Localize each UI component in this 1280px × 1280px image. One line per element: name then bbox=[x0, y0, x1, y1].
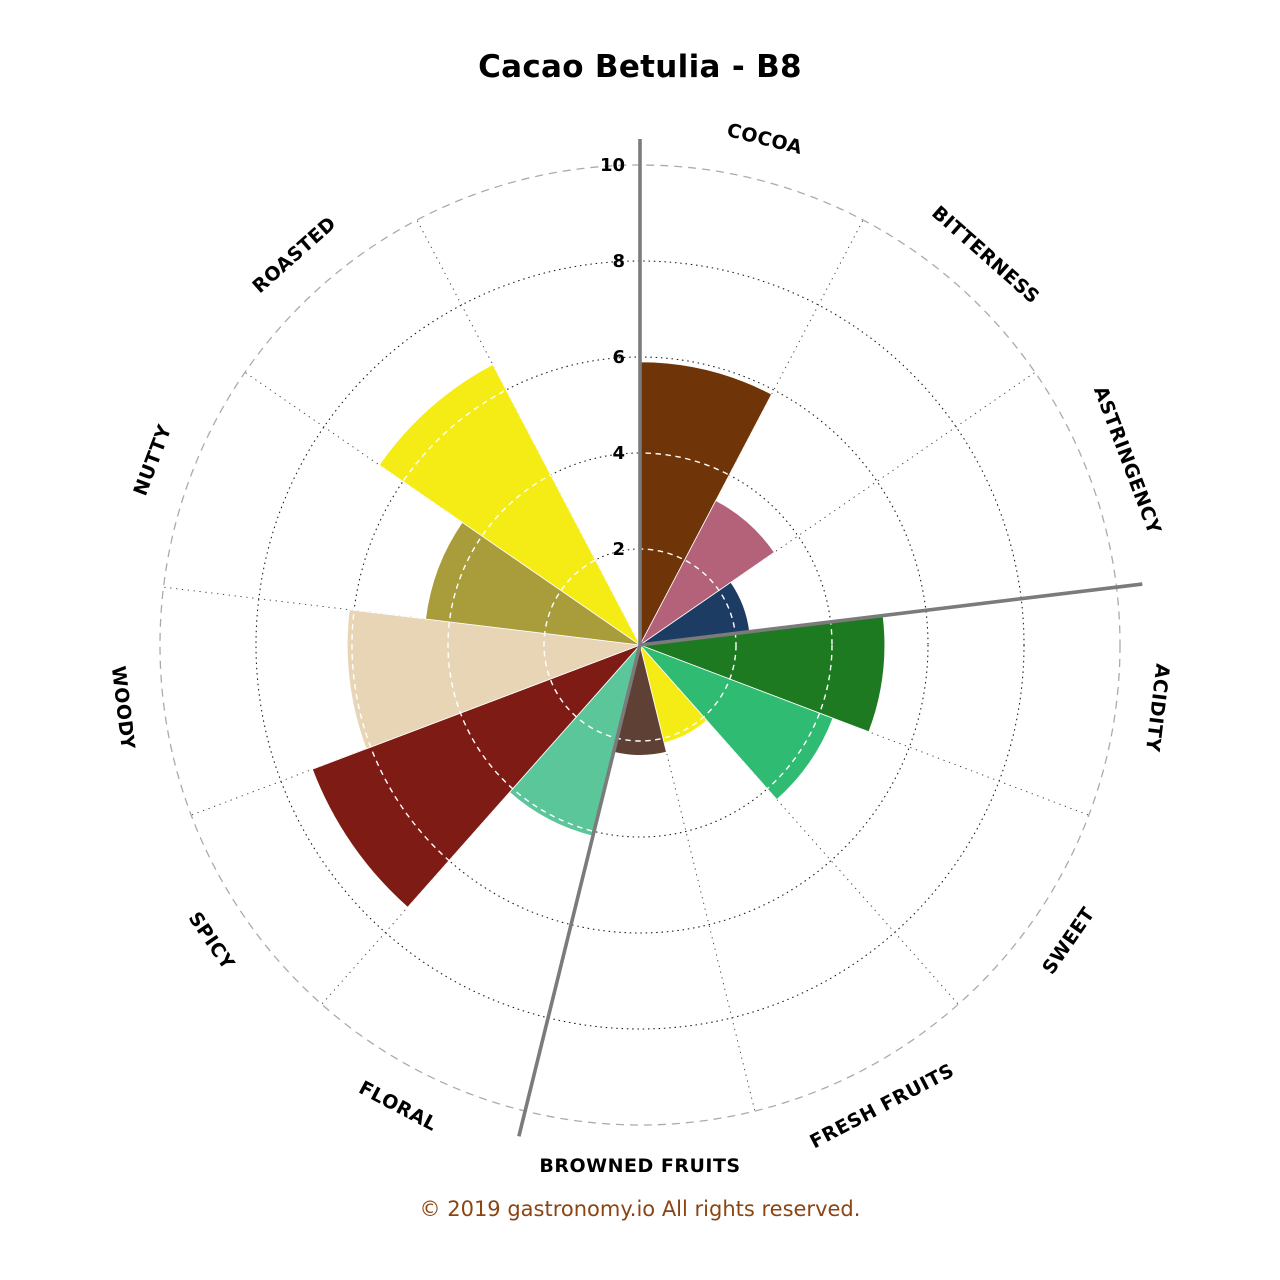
wedge-cocoa bbox=[639, 361, 773, 646]
wedge-woody bbox=[346, 609, 641, 750]
radial-tick-label-2: 2 bbox=[612, 539, 625, 560]
category-label-nutty: NUTTY bbox=[129, 422, 176, 499]
category-label-cocoa: COCOA bbox=[725, 119, 805, 159]
wedge-acidity bbox=[639, 615, 886, 733]
wedge-floral bbox=[508, 644, 641, 837]
category-label-astringency: ASTRINGENCY bbox=[1089, 383, 1165, 537]
radial-tick-label-10: 10 bbox=[600, 155, 625, 176]
category-label-floral: FLORAL bbox=[355, 1077, 441, 1136]
radial-tick-label-4: 4 bbox=[612, 443, 625, 464]
wedge-spicy bbox=[311, 644, 641, 908]
category-label-roasted: ROASTED bbox=[248, 212, 340, 297]
grid-circle-6 bbox=[351, 356, 929, 934]
grid-circle-8 bbox=[255, 260, 1025, 1030]
category-label-spicy: SPICY bbox=[184, 908, 239, 974]
group-divider-spoke bbox=[517, 644, 642, 1137]
radial-tick-label-8: 8 bbox=[612, 251, 625, 272]
grid-circle-overlay-6 bbox=[351, 361, 885, 908]
category-label-bitterness: BITTERNESS bbox=[927, 202, 1043, 309]
category-label-acidity: ACIDITY bbox=[1141, 662, 1174, 753]
wedge-nutty bbox=[425, 521, 641, 646]
category-label-browned-fruits: BROWNED FRUITS bbox=[539, 1155, 740, 1177]
copyright-notice: © 2019 gastronomy.io All rights reserved… bbox=[419, 1197, 861, 1221]
wedge-bitterness bbox=[639, 499, 775, 646]
category-label-woody: WOODY bbox=[107, 665, 139, 751]
radial-tick-label-6: 6 bbox=[612, 347, 625, 368]
category-label-fresh-fruits: FRESH FRUITS bbox=[806, 1060, 957, 1154]
category-label-sweet: SWEET bbox=[1038, 903, 1099, 978]
group-divider-spoke bbox=[639, 582, 1143, 647]
wedge-sweet bbox=[639, 644, 834, 801]
chart-title: Cacao Betulia - B8 bbox=[478, 49, 802, 85]
